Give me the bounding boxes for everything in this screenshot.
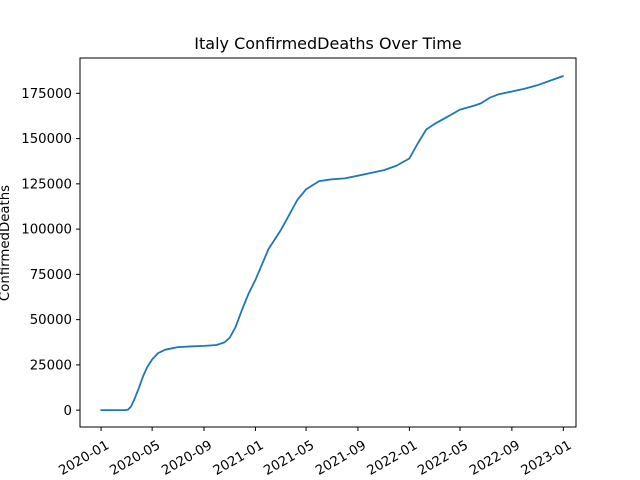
y-tick-label: 175000: [21, 87, 72, 102]
y-tick-label: 25000: [30, 358, 72, 373]
series-line-1: [100, 75, 564, 412]
y-axis-label: ConfirmedDeaths: [0, 185, 13, 301]
y-tick-label: 75000: [30, 268, 72, 283]
y-tick-label: 0: [64, 404, 72, 419]
y-tick-label: 125000: [21, 177, 72, 192]
y-tick-label: 100000: [21, 223, 72, 238]
plot-frame: [79, 57, 577, 428]
y-tick-label: 150000: [21, 132, 72, 147]
chart-title: Italy ConfirmedDeaths Over Time: [194, 34, 461, 53]
y-tick-label: 50000: [30, 313, 72, 328]
